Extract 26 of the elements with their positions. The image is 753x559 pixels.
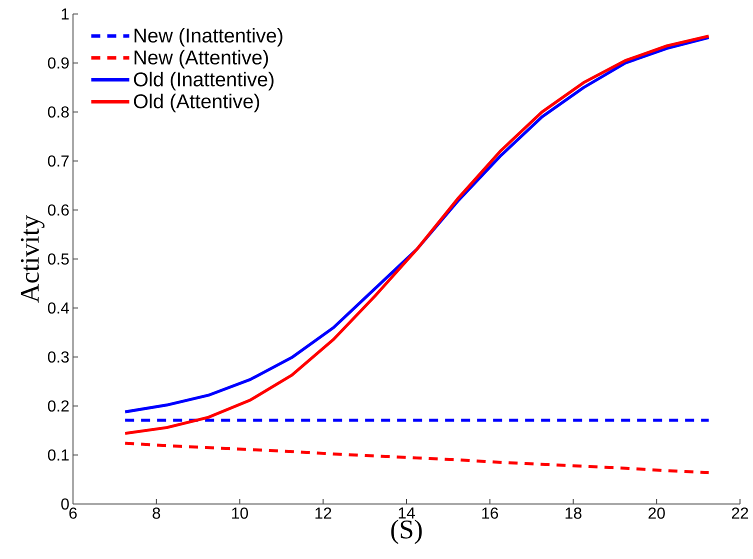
- y-tick-label: 0: [61, 498, 69, 510]
- legend-label: Old (Attentive): [134, 94, 260, 112]
- x-tick-label: 10: [232, 508, 248, 519]
- legend-label: New (Attentive): [134, 50, 268, 68]
- x-tick-label: 14: [398, 508, 415, 518]
- y-tick-label: 0.8: [48, 106, 69, 118]
- y-axis-title: Activity: [20, 215, 44, 303]
- y-tick-label: 0.3: [48, 351, 69, 363]
- x-tick-label: 16: [482, 508, 498, 519]
- x-tick-label: 22: [732, 508, 748, 519]
- y-tick-label: 0.5: [48, 253, 69, 265]
- y-tick-label: 0.7: [48, 155, 69, 167]
- y-tick-label: 1: [62, 8, 69, 20]
- y-tick-label: 0.1: [48, 449, 69, 461]
- y-tick-label: 0.2: [48, 400, 69, 412]
- y-tick-label: 0.6: [48, 204, 69, 216]
- y-tick-label: 0.4: [48, 302, 70, 314]
- y-tick-label: 0.9: [48, 57, 69, 69]
- x-axis-title: (S): [391, 520, 422, 544]
- x-tick-label: 18: [566, 508, 582, 519]
- legend-label: New (Inattentive): [134, 28, 282, 47]
- x-tick-label: 20: [648, 508, 665, 519]
- legend-label: Old (Inattentive): [134, 72, 274, 90]
- x-tick-label: 6: [69, 508, 77, 519]
- x-tick-label: 12: [315, 508, 332, 519]
- x-tick-label: 8: [152, 508, 160, 519]
